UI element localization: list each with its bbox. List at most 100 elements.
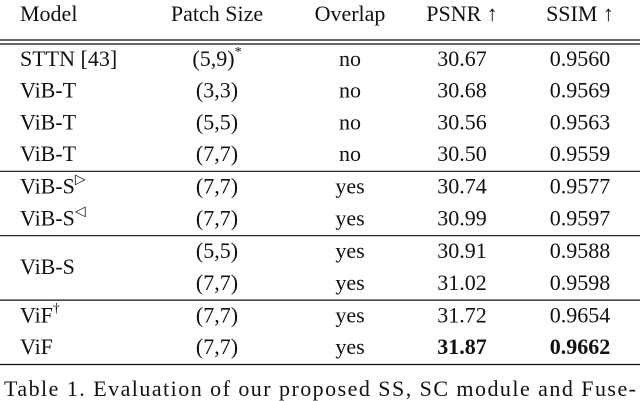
column-header: Model: [20, 1, 77, 26]
cell: no: [339, 78, 361, 103]
cell-text: 0.9588: [550, 238, 611, 263]
cell: yes: [335, 238, 364, 263]
cell: 0.9577: [550, 174, 611, 199]
cell-text: 30.50: [437, 141, 487, 166]
cell-text: 0.9569: [550, 78, 611, 103]
cell-text: 0.9654: [550, 302, 611, 327]
superscript: ▷: [75, 173, 86, 188]
superscript: *: [235, 45, 242, 60]
cell: (7,7): [196, 334, 238, 359]
cell: no: [339, 109, 361, 134]
cell: 30.56: [437, 109, 487, 134]
cell-text: yes: [335, 302, 364, 327]
cell: 31.72: [437, 302, 487, 327]
cell-text: (5,5): [196, 109, 238, 134]
cell-text: (5,5): [196, 238, 238, 263]
column-header: SSIM ↑: [546, 1, 614, 26]
cell: 0.9598: [550, 270, 611, 295]
cell-text: 31.87: [437, 334, 487, 359]
cell: 30.99: [437, 205, 487, 230]
cell: 0.9559: [550, 141, 611, 166]
cell-text: ViB-S: [20, 174, 75, 199]
cell: yes: [335, 270, 364, 295]
cell: 0.9654: [550, 302, 611, 327]
cell: 31.02: [437, 270, 487, 295]
cell-text: (7,7): [196, 302, 238, 327]
cell-text: yes: [335, 334, 364, 359]
cell: (7,7): [196, 302, 238, 327]
cell-text: ViF: [20, 302, 53, 327]
cell-text: 30.68: [437, 78, 487, 103]
cell: 30.67: [437, 46, 487, 71]
cell: (7,7): [196, 270, 238, 295]
cell-text: no: [339, 141, 361, 166]
cell: (5,9)*: [192, 45, 241, 71]
cell: 0.9560: [550, 46, 611, 71]
cell-text: STTN [43]: [20, 46, 117, 71]
cell: 30.74: [437, 174, 487, 199]
cell-text: ViB-T: [20, 109, 77, 134]
cell-text: yes: [335, 174, 364, 199]
cell-text: no: [339, 46, 361, 71]
cell: 0.9662: [550, 334, 611, 359]
cell: 30.68: [437, 78, 487, 103]
cell-text: no: [339, 109, 361, 134]
column-header: PSNR ↑: [426, 1, 498, 26]
cell: 0.9563: [550, 109, 611, 134]
cell: yes: [335, 302, 364, 327]
cell: ViB-S▷: [20, 173, 86, 199]
cell: (7,7): [196, 141, 238, 166]
cell-text: 0.9597: [550, 205, 611, 230]
cell-text: 30.91: [437, 238, 487, 263]
cell: ViF: [20, 334, 53, 359]
cell-text: ViF: [20, 334, 53, 359]
cell-text: ViB-T: [20, 141, 77, 166]
cell: yes: [335, 205, 364, 230]
superscript: †: [53, 302, 60, 317]
superscript: ◁: [75, 205, 86, 220]
cell: (5,5): [196, 109, 238, 134]
cell: yes: [335, 174, 364, 199]
cell: 30.50: [437, 141, 487, 166]
cell-text: (5,9): [192, 46, 234, 71]
column-header: Overlap: [315, 1, 386, 26]
cell: 0.9569: [550, 78, 611, 103]
merged-cell: ViB-S: [20, 254, 75, 279]
cell: 0.9597: [550, 205, 611, 230]
cell-text: (7,7): [196, 205, 238, 230]
cell: ViB-T: [20, 141, 77, 166]
cell: ViF†: [20, 302, 60, 328]
cell-text: 0.9577: [550, 174, 611, 199]
cell-text: 30.67: [437, 46, 487, 71]
cell-text: 0.9559: [550, 141, 611, 166]
cell-text: 31.72: [437, 302, 487, 327]
cell-text: 30.99: [437, 205, 487, 230]
cell-text: 31.02: [437, 270, 487, 295]
cell-text: (7,7): [196, 174, 238, 199]
cell-text: 30.56: [437, 109, 487, 134]
cell-text: yes: [335, 238, 364, 263]
cell: ViB-S◁: [20, 205, 86, 231]
cell-text: 0.9662: [550, 334, 611, 359]
cell-text: 0.9560: [550, 46, 611, 71]
cell-text: yes: [335, 205, 364, 230]
cell: STTN [43]: [20, 46, 117, 71]
cell: (5,5): [196, 238, 238, 263]
cell-text: 30.74: [437, 174, 487, 199]
caption: Table 1. Evaluation of our proposed SS, …: [4, 376, 636, 401]
cell-text: 0.9598: [550, 270, 611, 295]
cell: ViB-T: [20, 109, 77, 134]
cell: (3,3): [196, 78, 238, 103]
cell: 31.87: [437, 334, 487, 359]
cell: ViB-T: [20, 78, 77, 103]
cell: no: [339, 141, 361, 166]
cell: no: [339, 46, 361, 71]
cell: 30.91: [437, 238, 487, 263]
column-header: Patch Size: [171, 1, 263, 26]
cell-text: (7,7): [196, 334, 238, 359]
cell-text: no: [339, 78, 361, 103]
cell-text: ViB-T: [20, 78, 77, 103]
cell: yes: [335, 334, 364, 359]
cell: 0.9588: [550, 238, 611, 263]
